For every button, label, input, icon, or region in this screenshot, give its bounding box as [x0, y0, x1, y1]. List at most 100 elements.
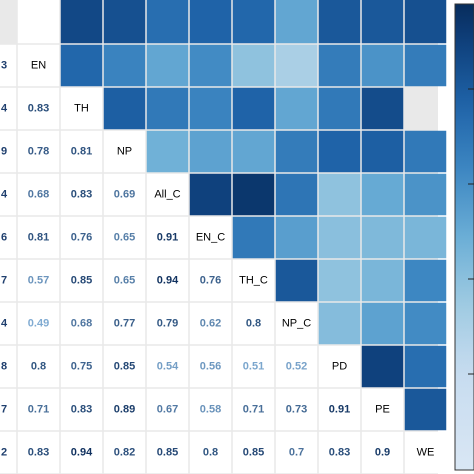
- correlation-value: 0.8: [246, 318, 261, 330]
- correlation-value: 0.71: [28, 404, 49, 416]
- heatmap-cell-lower: [189, 431, 232, 474]
- heatmap-cell-lower: [17, 87, 60, 130]
- heatmap-cell-top: [404, 0, 447, 44]
- heatmap-cell-upper: [275, 173, 318, 216]
- correlation-value: 0.8: [31, 361, 46, 373]
- row-partial-label: 8: [1, 361, 7, 373]
- heatmap-cell-upper: [232, 87, 275, 130]
- heatmap-cell-upper: [232, 173, 275, 216]
- correlation-value: 0.73: [286, 404, 307, 416]
- correlation-value: 0.62: [200, 318, 221, 330]
- heatmap-cell-lower: [17, 216, 60, 259]
- heatmap-cell-diagonal: [146, 173, 189, 216]
- correlation-value: 0.83: [71, 404, 92, 416]
- heatmap-cell-lower: [60, 431, 103, 474]
- variable-label: TH_C: [239, 275, 268, 287]
- heatmap-cell-lower: [232, 345, 275, 388]
- heatmap-cell-upper: [275, 44, 318, 87]
- row-partial-label: 9: [1, 146, 7, 158]
- row-partial-label: 4: [1, 103, 8, 115]
- heatmap-cell-lower: [361, 431, 404, 474]
- heatmap-cell-upper: [404, 345, 447, 388]
- heatmap-cell-left: [0, 431, 17, 474]
- heatmap-cell-upper: [361, 44, 404, 87]
- correlation-value: 0.52: [286, 361, 307, 373]
- heatmap-cell-upper: [232, 216, 275, 259]
- heatmap-cell-lower: [103, 216, 146, 259]
- heatmap-cell-left: [0, 130, 17, 173]
- heatmap-cell-upper: [318, 44, 361, 87]
- correlation-value: 0.54: [157, 361, 179, 373]
- heatmap-cell-lower: [17, 302, 60, 345]
- correlation-value: 0.83: [28, 447, 49, 459]
- heatmap-cell-upper: [404, 130, 447, 173]
- heatmap-cell-lower: [318, 388, 361, 431]
- heatmap-cell-lower: [189, 345, 232, 388]
- row-partial-label: 7: [1, 275, 7, 287]
- heatmap-cell-upper: [404, 388, 447, 431]
- heatmap-cell-left: [0, 44, 17, 87]
- heatmap-cell-lower: [103, 259, 146, 302]
- heatmap-cell-lower: [146, 216, 189, 259]
- heatmap-cell-lower: [189, 388, 232, 431]
- heatmap-cell-upper: [318, 87, 361, 130]
- heatmap-cell-diagonal: [232, 259, 275, 302]
- correlation-value: 0.83: [28, 103, 49, 115]
- heatmap-cell-upper: [146, 44, 189, 87]
- heatmap-cell-lower: [103, 345, 146, 388]
- heatmap-cell-upper: [318, 259, 361, 302]
- correlation-value: 0.82: [114, 447, 135, 459]
- heatmap-cell-lower: [103, 302, 146, 345]
- correlation-value: 0.85: [243, 447, 264, 459]
- heatmap-cell-diagonal: [404, 431, 447, 474]
- correlation-value: 0.85: [71, 275, 92, 287]
- heatmap-cell-top: [17, 0, 60, 44]
- heatmap-cell-upper: [404, 173, 447, 216]
- heatmap-cell-lower: [232, 388, 275, 431]
- row-partial-label: 2: [1, 447, 7, 459]
- heatmap-cell-upper: [275, 259, 318, 302]
- heatmap-cell-upper: [404, 44, 447, 87]
- heatmap-cell-upper: [318, 302, 361, 345]
- heatmap-cell-top: [103, 0, 146, 44]
- correlation-value: 0.7: [289, 447, 304, 459]
- heatmap-cell-upper: [275, 87, 318, 130]
- correlation-value: 0.65: [114, 275, 135, 287]
- heatmap-cell-left: [0, 388, 17, 431]
- heatmap-cell-lower: [146, 388, 189, 431]
- heatmap-cell-lower: [275, 388, 318, 431]
- heatmap-cell-lower: [60, 302, 103, 345]
- heatmap-cell-lower: [103, 431, 146, 474]
- row-partial-label: 3: [1, 60, 7, 72]
- row-partial-label: 4: [1, 189, 8, 201]
- heatmap-cell-lower: [17, 431, 60, 474]
- heatmap-cell-lower: [189, 302, 232, 345]
- correlation-value: 0.76: [71, 232, 92, 244]
- heatmap-cell-diagonal: [275, 302, 318, 345]
- correlation-value: 0.94: [71, 447, 93, 459]
- heatmap-cell-lower: [60, 259, 103, 302]
- heatmap-cell-upper: [60, 44, 103, 87]
- row-partial-label: 4: [1, 318, 8, 330]
- heatmap-cell-upper: [103, 44, 146, 87]
- heatmap-cell-diagonal: [103, 130, 146, 173]
- correlation-value: 0.51: [243, 361, 264, 373]
- heatmap-cell-lower: [146, 302, 189, 345]
- variable-label: NP_C: [282, 318, 311, 330]
- heatmap-cell-upper: [189, 173, 232, 216]
- heatmap-cell-upper: [361, 259, 404, 302]
- heatmap-cell-upper: [361, 130, 404, 173]
- variable-label: All_C: [154, 189, 180, 201]
- heatmap-cell-diagonal: [189, 216, 232, 259]
- correlation-value: 0.83: [71, 189, 92, 201]
- correlation-value: 0.81: [71, 146, 92, 158]
- correlation-value: 0.89: [114, 404, 135, 416]
- correlation-value: 0.85: [114, 361, 135, 373]
- heatmap-cell-lower: [146, 431, 189, 474]
- heatmap-cell-top: [275, 0, 318, 44]
- heatmap-cell-upper: [404, 216, 447, 259]
- heatmap-cell-upper: [146, 87, 189, 130]
- correlation-value: 0.78: [28, 146, 49, 158]
- heatmap-cell-upper: [404, 259, 447, 302]
- correlation-value: 0.65: [114, 232, 135, 244]
